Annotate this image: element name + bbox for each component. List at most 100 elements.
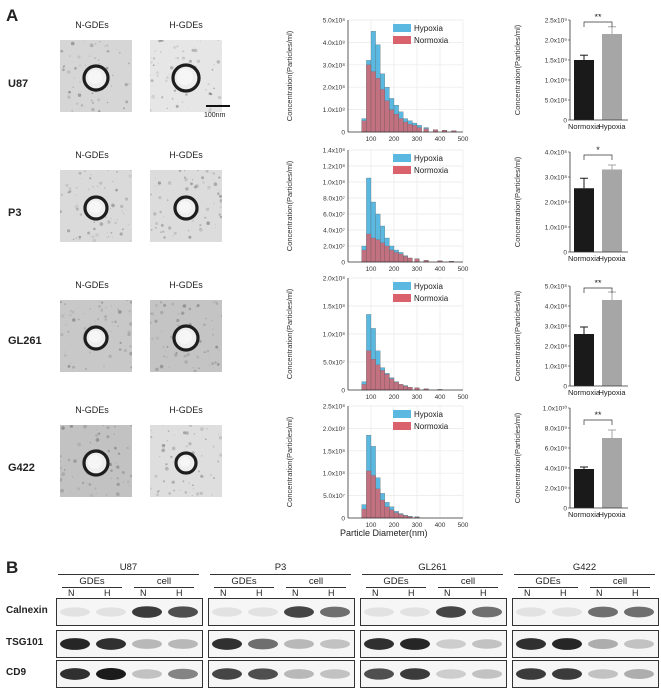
legend-label: Hypoxia [414, 154, 443, 163]
protein-band [96, 607, 126, 617]
protein-band [400, 668, 430, 680]
blot-strip [512, 630, 659, 658]
normoxia-bar [384, 506, 390, 519]
lane-label: N [220, 588, 227, 598]
normoxia-bar [389, 509, 395, 519]
significance-marker: ** [594, 410, 602, 420]
significance-bracket [583, 419, 613, 425]
lane-label: N [68, 588, 75, 598]
y-tick-label: 1.0x10⁹ [545, 78, 568, 85]
normoxia-bar [574, 469, 594, 508]
y-tick-label: 1.5x10⁸ [323, 448, 346, 455]
x-tick-label: 200 [389, 136, 400, 143]
y-tick-label: 2.0x10⁸ [323, 426, 346, 433]
protein-band [60, 607, 90, 617]
lane-group-underline [366, 587, 426, 588]
y-tick-label: 3.0x10⁸ [323, 62, 346, 69]
legend-label: Hypoxia [414, 410, 443, 419]
normoxia-bar [361, 384, 367, 391]
lane-group-underline [214, 587, 274, 588]
legend-swatch [393, 154, 411, 162]
y-tick-label: 1.0x10⁸ [545, 364, 568, 371]
category-label: Hypoxia [598, 388, 626, 397]
normoxia-bar [366, 350, 372, 391]
protein-band [624, 606, 654, 618]
y-tick-label: 1.0x10¹⁰ [543, 405, 568, 413]
panel-a-label: A [6, 6, 19, 25]
normoxia-bar [366, 64, 372, 133]
protein-band [168, 668, 198, 680]
y-tick-label: 8.0x10⁷ [323, 196, 346, 203]
x-tick-label: 300 [412, 522, 423, 529]
x-tick-label: 300 [412, 136, 423, 143]
em-micrograph [60, 40, 132, 112]
y-tick-label: 1.0x10⁸ [323, 471, 346, 478]
protein-band [364, 668, 394, 680]
protein-band [552, 607, 582, 617]
lane-label: N [140, 588, 147, 598]
normoxia-bar [361, 120, 367, 133]
protein-band [588, 639, 618, 649]
y-tick-label: 5.0x10⁷ [323, 360, 346, 367]
category-label: Normoxia [568, 254, 601, 263]
protein-band [400, 607, 430, 617]
protein-band [436, 606, 466, 618]
normoxia-bar [403, 256, 408, 263]
em-row-label: U87 [8, 78, 29, 90]
blot-strip [208, 598, 355, 626]
normoxia-bar [398, 253, 404, 263]
lane-group-label: cell [460, 576, 476, 587]
x-tick-label: 400 [435, 522, 446, 529]
normoxia-bar [380, 242, 385, 263]
x-tick-label: 400 [435, 136, 446, 143]
cell-line-underline [362, 574, 503, 575]
blot-strip [56, 660, 203, 688]
histogram-ylabel: Concentration(Particles/ml) [285, 30, 294, 121]
normoxia-bar [393, 512, 399, 519]
protein-band [132, 669, 162, 679]
blot-strip [208, 630, 355, 658]
cell-line-label: GL261 [418, 562, 447, 573]
protein-band [212, 668, 242, 680]
normoxia-bar [414, 258, 420, 263]
normoxia-bar [574, 188, 594, 252]
size-distribution-histogram: 0 2.0x10⁷ 4.0x10⁷ 6.0x10⁷ 8.0x10⁷ 1.0x10⁸ 1.2x… [285, 148, 469, 274]
y-tick-label: 0 [563, 506, 567, 513]
normoxia-bar [370, 475, 376, 519]
normoxia-bar [389, 249, 395, 263]
y-tick-label: 2.0x10⁸ [323, 276, 346, 283]
protein-band [248, 638, 278, 650]
legend-swatch [393, 24, 411, 32]
y-tick-label: 0 [563, 118, 567, 125]
y-tick-label: 0 [341, 516, 345, 523]
hypoxia-bar [602, 34, 622, 120]
em-column-label: N-GDEs [75, 280, 109, 290]
concentration-bar-chart: 0 5.0x10⁸ 1.0x10⁹ 1.5x10⁹ 2.0x10⁹ 2.5x10⁹ Norm… [513, 14, 628, 131]
protein-band [472, 606, 502, 618]
y-tick-label: 6.0x10⁷ [323, 212, 346, 219]
normoxia-bar [393, 382, 399, 391]
em-micrograph [150, 170, 222, 242]
y-tick-label: 2.0x10⁹ [545, 486, 568, 493]
protein-band [400, 638, 430, 650]
x-tick-label: 500 [458, 266, 469, 273]
normoxia-bar [370, 359, 376, 391]
protein-band [516, 638, 546, 650]
bar-chart-ylabel: Concentration(Particles/ml) [513, 24, 522, 115]
size-distribution-histogram: 0 5.0x10⁷ 1.0x10⁸ 1.5x10⁸ 2.0x10⁸ 100 200 300 40… [285, 276, 469, 402]
lane-group-underline [134, 587, 194, 588]
bar-chart-ylabel: Concentration(Particles/ml) [513, 156, 522, 247]
x-tick-label: 100 [366, 136, 377, 143]
y-tick-label: 5.0x10⁷ [323, 493, 346, 500]
y-tick-label: 1.0x10⁸ [323, 107, 346, 114]
lane-group-label: GDEs [231, 576, 257, 587]
hypoxia-bar [602, 169, 622, 252]
normoxia-bar [407, 257, 413, 263]
protein-band [624, 669, 654, 679]
blot-strip [512, 660, 659, 688]
cell-line-label: P3 [274, 562, 287, 573]
y-tick-label: 2.0x10⁹ [545, 38, 568, 45]
blot-strip [512, 598, 659, 626]
normoxia-bar [366, 233, 372, 263]
normoxia-bar [407, 124, 413, 133]
